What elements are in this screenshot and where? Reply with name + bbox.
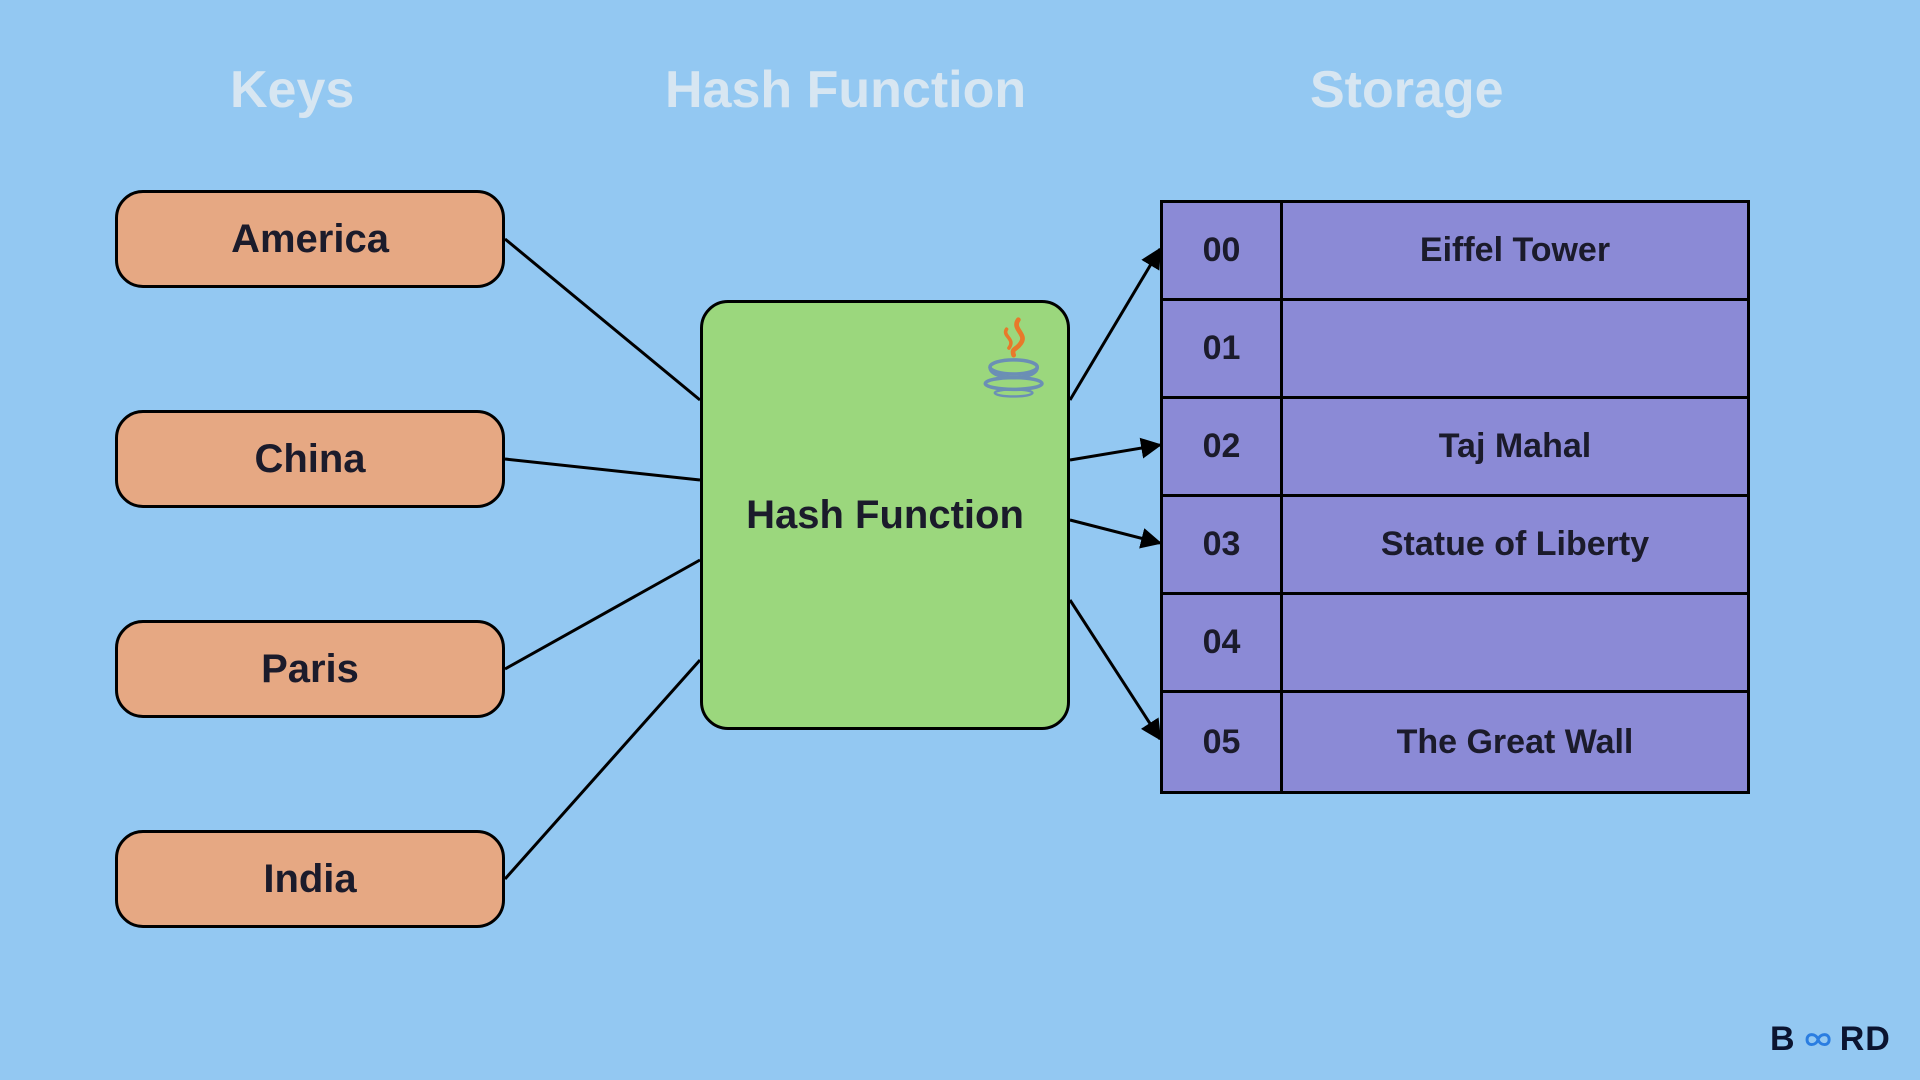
hash-function-label: Hash Function — [746, 493, 1024, 538]
java-logo-icon — [980, 315, 1052, 400]
key-box: America — [115, 190, 505, 288]
heading-keys-text: Keys — [230, 61, 354, 119]
heading-hash: Hash Function — [665, 60, 1026, 120]
infinity-icon — [1796, 1026, 1840, 1053]
storage-table: 00Eiffel Tower0102Taj Mahal03Statue of L… — [1160, 200, 1750, 794]
storage-index: 01 — [1163, 301, 1283, 396]
heading-storage-text: Storage — [1310, 61, 1504, 119]
key-label: America — [231, 217, 389, 262]
storage-value: Taj Mahal — [1283, 399, 1747, 494]
brand-post: RD — [1840, 1020, 1891, 1059]
storage-value — [1283, 301, 1747, 396]
key-box: India — [115, 830, 505, 928]
storage-index: 02 — [1163, 399, 1283, 494]
storage-value: Statue of Liberty — [1283, 497, 1747, 592]
heading-keys: Keys — [230, 60, 354, 120]
storage-value: The Great Wall — [1283, 693, 1747, 791]
table-row: 02Taj Mahal — [1163, 399, 1747, 497]
storage-index: 03 — [1163, 497, 1283, 592]
key-label: Paris — [261, 647, 359, 692]
storage-index: 05 — [1163, 693, 1283, 791]
heading-hash-text: Hash Function — [665, 61, 1026, 119]
table-row: 01 — [1163, 301, 1747, 399]
key-box: China — [115, 410, 505, 508]
brand-logo: B RD — [1770, 1020, 1891, 1059]
storage-value: Eiffel Tower — [1283, 203, 1747, 298]
key-box: Paris — [115, 620, 505, 718]
table-row: 00Eiffel Tower — [1163, 203, 1747, 301]
table-row: 04 — [1163, 595, 1747, 693]
key-label: China — [254, 437, 365, 482]
heading-storage: Storage — [1310, 60, 1504, 120]
storage-value — [1283, 595, 1747, 690]
table-row: 03Statue of Liberty — [1163, 497, 1747, 595]
brand-pre: B — [1770, 1020, 1796, 1059]
table-row: 05The Great Wall — [1163, 693, 1747, 791]
key-label: India — [263, 857, 356, 902]
storage-index: 04 — [1163, 595, 1283, 690]
storage-index: 00 — [1163, 203, 1283, 298]
